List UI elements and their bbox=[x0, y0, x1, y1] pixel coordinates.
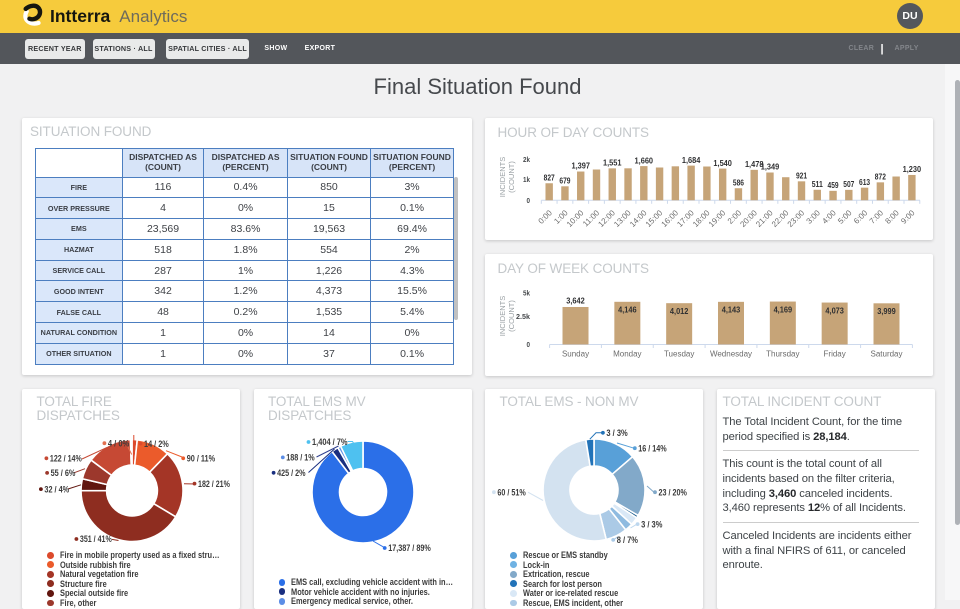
svg-text:2.5k: 2.5k bbox=[516, 312, 531, 321]
svg-text:Thursday: Thursday bbox=[766, 350, 799, 359]
svg-text:679: 679 bbox=[559, 177, 571, 186]
svg-text:3 / 3%: 3 / 3% bbox=[606, 428, 627, 438]
svg-text:Wednesday: Wednesday bbox=[710, 350, 752, 359]
svg-text:8 / 7%: 8 / 7% bbox=[617, 535, 638, 545]
svg-text:Saturday: Saturday bbox=[870, 350, 902, 359]
svg-text:3,642: 3,642 bbox=[566, 296, 585, 305]
svg-text:5:00: 5:00 bbox=[836, 208, 854, 226]
svg-text:(COUNT): (COUNT) bbox=[507, 300, 516, 332]
svg-text:586: 586 bbox=[733, 178, 745, 187]
svg-text:1,540: 1,540 bbox=[713, 159, 732, 168]
svg-text:17,387 / 89%: 17,387 / 89% bbox=[388, 543, 431, 553]
svg-text:1,349: 1,349 bbox=[761, 163, 780, 172]
svg-text:827: 827 bbox=[544, 173, 556, 182]
svg-text:6:00: 6:00 bbox=[852, 208, 870, 226]
svg-text:613: 613 bbox=[859, 178, 871, 187]
svg-text:60 / 51%: 60 / 51% bbox=[497, 487, 525, 497]
svg-text:4,143: 4,143 bbox=[722, 306, 741, 315]
svg-text:5k: 5k bbox=[523, 289, 531, 298]
svg-text:122 / 14%: 122 / 14% bbox=[50, 454, 82, 464]
svg-text:2k: 2k bbox=[523, 155, 531, 164]
svg-text:1,660: 1,660 bbox=[635, 156, 654, 165]
svg-text:23 / 20%: 23 / 20% bbox=[659, 487, 687, 497]
svg-text:3,999: 3,999 bbox=[877, 307, 896, 316]
svg-text:511: 511 bbox=[812, 180, 824, 189]
svg-text:188 / 1%: 188 / 1% bbox=[286, 453, 314, 463]
svg-text:(COUNT): (COUNT) bbox=[507, 161, 516, 193]
svg-text:4 / 0%: 4 / 0% bbox=[108, 438, 129, 448]
svg-text:8:00: 8:00 bbox=[883, 208, 901, 226]
svg-text:4,012: 4,012 bbox=[670, 307, 689, 316]
svg-text:3 / 3%: 3 / 3% bbox=[641, 519, 662, 529]
svg-text:Tuesday: Tuesday bbox=[664, 350, 694, 359]
svg-text:32 / 4%: 32 / 4% bbox=[44, 484, 69, 494]
svg-text:4,146: 4,146 bbox=[618, 306, 637, 315]
svg-text:0: 0 bbox=[527, 196, 531, 205]
svg-text:Sunday: Sunday bbox=[562, 350, 589, 359]
svg-text:4,169: 4,169 bbox=[774, 305, 793, 314]
svg-text:1,551: 1,551 bbox=[603, 159, 622, 168]
svg-text:INCIDENTS: INCIDENTS bbox=[498, 157, 507, 197]
svg-text:4:00: 4:00 bbox=[820, 208, 838, 226]
svg-text:19:00: 19:00 bbox=[707, 208, 728, 229]
svg-text:872: 872 bbox=[875, 173, 887, 182]
svg-text:Friday: Friday bbox=[824, 350, 846, 359]
svg-text:425 / 2%: 425 / 2% bbox=[277, 468, 305, 478]
svg-text:0: 0 bbox=[527, 340, 531, 349]
svg-text:3:00: 3:00 bbox=[805, 208, 823, 226]
svg-text:351 / 41%: 351 / 41% bbox=[80, 534, 112, 544]
svg-text:1,478: 1,478 bbox=[745, 160, 764, 169]
svg-text:1,684: 1,684 bbox=[682, 156, 701, 165]
svg-text:1,397: 1,397 bbox=[571, 162, 590, 171]
svg-text:Monday: Monday bbox=[613, 350, 641, 359]
svg-text:INCIDENTS: INCIDENTS bbox=[498, 296, 507, 336]
svg-text:1,230: 1,230 bbox=[903, 165, 922, 174]
svg-text:23:00: 23:00 bbox=[786, 208, 807, 229]
svg-text:921: 921 bbox=[796, 172, 808, 181]
svg-text:1,404 / 7%: 1,404 / 7% bbox=[312, 437, 348, 447]
svg-text:7:00: 7:00 bbox=[868, 208, 886, 226]
svg-text:14 / 2%: 14 / 2% bbox=[144, 439, 169, 449]
svg-text:182 / 21%: 182 / 21% bbox=[198, 479, 230, 489]
svg-text:9:00: 9:00 bbox=[899, 208, 917, 226]
svg-text:0:00: 0:00 bbox=[537, 208, 555, 226]
svg-text:10:00: 10:00 bbox=[565, 208, 586, 229]
svg-text:507: 507 bbox=[843, 180, 855, 189]
svg-text:90 / 11%: 90 / 11% bbox=[187, 454, 215, 464]
svg-text:16 / 14%: 16 / 14% bbox=[638, 443, 666, 453]
svg-text:4,073: 4,073 bbox=[825, 306, 844, 315]
svg-text:55 / 6%: 55 / 6% bbox=[51, 468, 76, 478]
svg-text:1k: 1k bbox=[523, 175, 531, 184]
svg-text:459: 459 bbox=[828, 181, 840, 190]
